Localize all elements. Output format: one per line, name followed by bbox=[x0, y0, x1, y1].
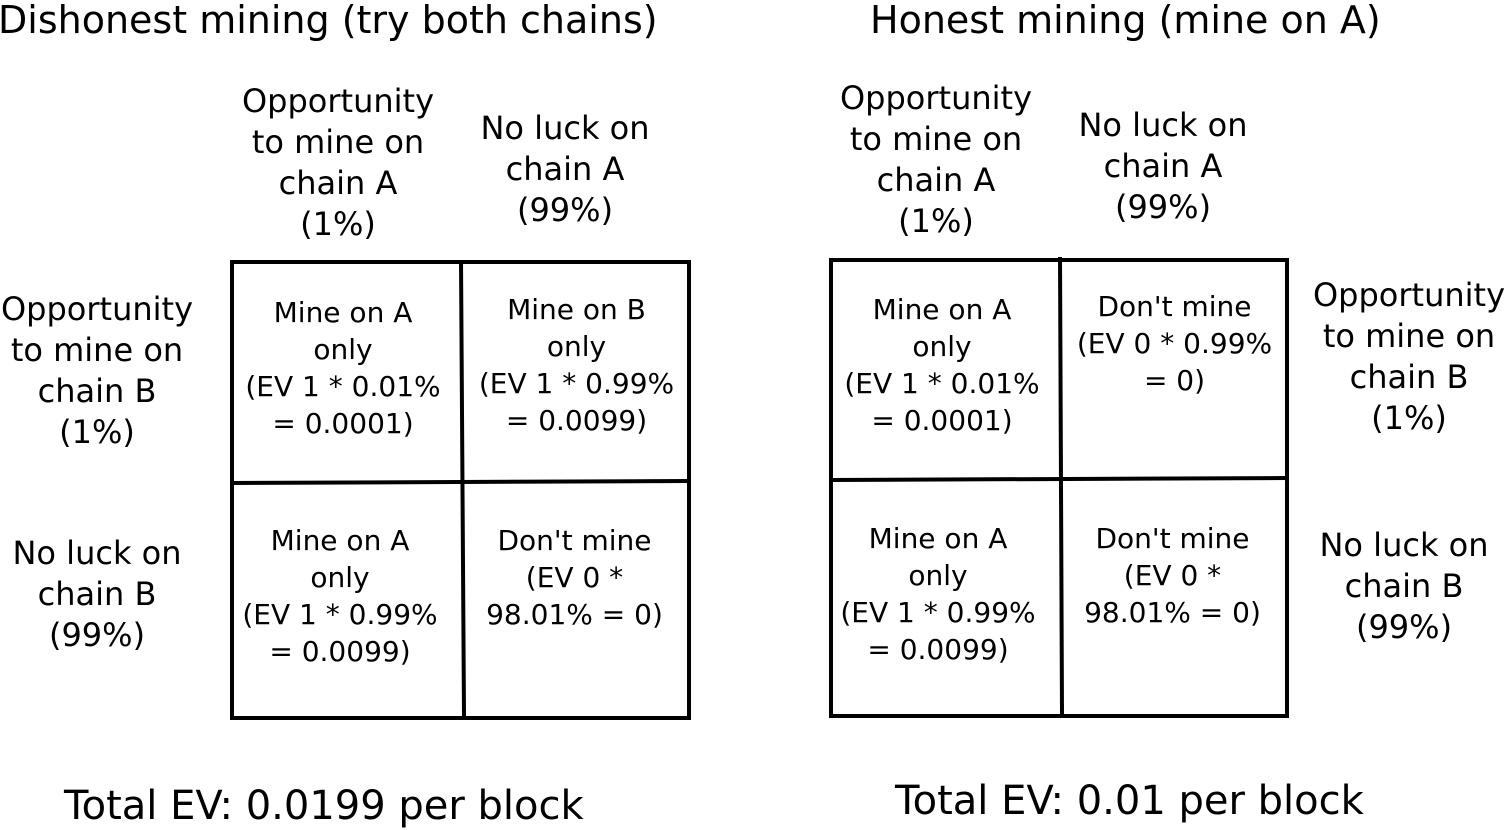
right-cell-mine-a-only-bottom: Mine on A only (EV 1 * 0.99% = 0.0099) bbox=[840, 522, 1036, 666]
left-diagram-title: Dishonest mining (try both chains) bbox=[0, 0, 658, 42]
right-cell-mine-a-only-top: Mine on A only (EV 1 * 0.01% = 0.0001) bbox=[844, 293, 1040, 437]
right-cell-dont-mine-top: Don't mine (EV 0 * 0.99% = 0) bbox=[1076, 290, 1273, 397]
left-cell-mine-a-only-bottom: Mine on A only (EV 1 * 0.99% = 0.0099) bbox=[242, 524, 438, 668]
right-col-header-chain-a-no-luck: No luck on chain A (99%) bbox=[1078, 106, 1248, 226]
left-row-header-chain-b-no-luck: No luck on chain B (99%) bbox=[12, 534, 182, 654]
left-matrix-vertical-divider bbox=[459, 259, 466, 717]
left-cell-dont-mine: Don't mine (EV 0 * 98.01% = 0) bbox=[486, 524, 663, 631]
left-total-ev: Total EV: 0.0199 per block bbox=[64, 783, 584, 829]
right-cell-dont-mine-bottom: Don't mine (EV 0 * 98.01% = 0) bbox=[1084, 522, 1261, 629]
right-col-header-chain-a-opportunity: Opportunity to mine on chain A (1%) bbox=[839, 79, 1033, 240]
left-col-header-chain-a-opportunity: Opportunity to mine on chain A (1%) bbox=[241, 82, 435, 243]
right-matrix-horizontal-divider bbox=[830, 476, 1288, 482]
left-matrix-horizontal-divider bbox=[231, 479, 690, 485]
left-cell-mine-a-only-top: Mine on A only (EV 1 * 0.01% = 0.0001) bbox=[245, 296, 441, 440]
left-row-header-chain-b-opportunity: Opportunity to mine on chain B (1%) bbox=[0, 290, 194, 451]
right-matrix-vertical-divider bbox=[1058, 256, 1064, 715]
right-row-header-chain-b-opportunity: Opportunity to mine on chain B (1%) bbox=[1312, 276, 1506, 437]
left-col-header-chain-a-no-luck: No luck on chain A (99%) bbox=[480, 109, 650, 229]
right-total-ev: Total EV: 0.01 per block bbox=[895, 778, 1364, 824]
left-matrix-grid bbox=[230, 259, 691, 720]
right-row-header-chain-b-no-luck: No luck on chain B (99%) bbox=[1319, 526, 1489, 646]
left-cell-mine-b-only: Mine on B only (EV 1 * 0.99% = 0.0099) bbox=[478, 293, 675, 437]
right-matrix-grid bbox=[829, 256, 1289, 718]
right-diagram-title: Honest mining (mine on A) bbox=[870, 0, 1381, 42]
